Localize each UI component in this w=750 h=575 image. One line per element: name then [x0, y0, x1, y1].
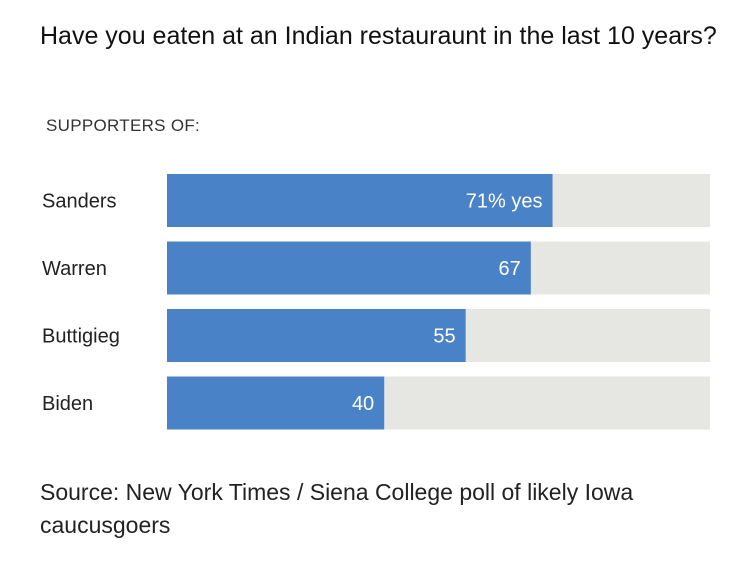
value-label-sanders: 71% yes	[466, 191, 543, 213]
category-label-biden: Biden	[42, 393, 93, 415]
bar-biden	[167, 376, 385, 430]
section-label: SUPPORTERS OF:	[46, 116, 201, 135]
source-note: Source: New York Times / Siena College p…	[40, 479, 634, 538]
category-label-warren: Warren	[42, 258, 107, 280]
category-label-buttigieg: Buttigieg	[42, 326, 120, 348]
bars-layer: Sanders 71% yes Warren 67 Buttigieg 55 Biden 40	[42, 174, 710, 430]
value-label-buttigieg: 55	[433, 326, 455, 348]
bar-buttigieg	[167, 309, 466, 362]
value-label-biden: 40	[352, 393, 374, 415]
chart-title: Have you eaten at an Indian restauraunt …	[40, 22, 717, 50]
bar-sanders	[167, 174, 553, 227]
value-label-warren: 67	[499, 258, 521, 280]
category-label-sanders: Sanders	[42, 191, 117, 213]
bar-warren	[167, 241, 531, 295]
